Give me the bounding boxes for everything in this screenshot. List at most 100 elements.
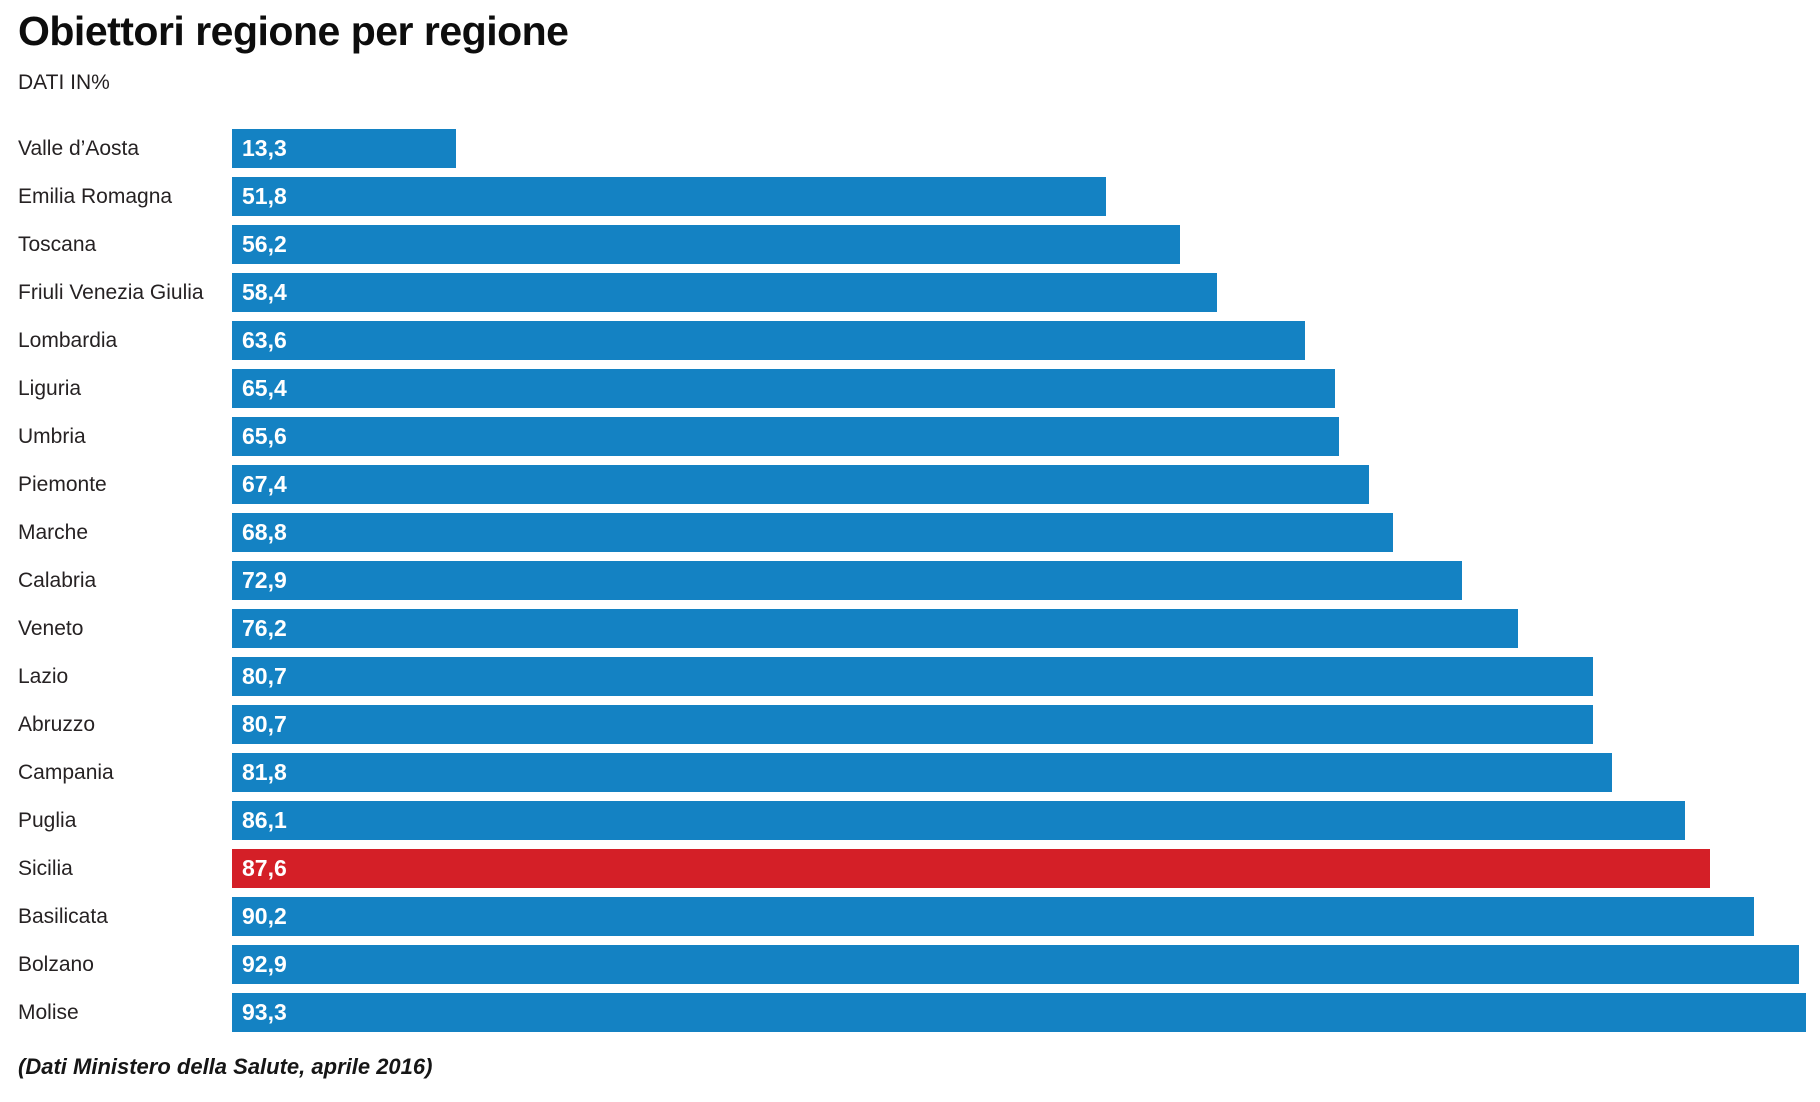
- value-bar: 76,2: [232, 609, 1518, 649]
- bar-value-label: 81,8: [242, 759, 287, 786]
- value-bar: 90,2: [232, 897, 1754, 937]
- page-title: Obiettori regione per regione: [18, 8, 569, 54]
- bar-track: 76,2: [232, 609, 1806, 649]
- bar-track: 65,4: [232, 369, 1806, 409]
- chart-row: Molise 93,3: [18, 993, 1806, 1033]
- chart-row: Liguria 65,4: [18, 369, 1806, 409]
- region-label: Sicilia: [18, 856, 73, 880]
- chart-row: Toscana 56,2: [18, 225, 1806, 265]
- bar-value-label: 90,2: [242, 903, 287, 930]
- chart-row: Basilicata 90,2: [18, 897, 1806, 937]
- chart-row: Bolzano 92,9: [18, 945, 1806, 985]
- value-bar: 65,4: [232, 369, 1336, 409]
- chart-row: Valle d’Aosta 13,3: [18, 129, 1806, 169]
- chart-row: Veneto 76,2: [18, 609, 1806, 649]
- region-label: Molise: [18, 1000, 79, 1024]
- bar-track: 80,7: [232, 705, 1806, 745]
- region-label: Bolzano: [18, 952, 94, 976]
- value-bar: 56,2: [232, 225, 1181, 265]
- bar-track: 93,3: [232, 993, 1806, 1033]
- bar-track: 68,8: [232, 513, 1806, 553]
- value-bar: 67,4: [232, 465, 1370, 505]
- chart-row: Puglia 86,1: [18, 801, 1806, 841]
- value-bar: 72,9: [232, 561, 1462, 601]
- value-bar: 80,7: [232, 657, 1594, 697]
- bar-value-label: 65,4: [242, 375, 287, 402]
- value-bar: 13,3: [232, 129, 457, 169]
- chart-row: Umbria 65,6: [18, 417, 1806, 457]
- chart-row: Piemonte 67,4: [18, 465, 1806, 505]
- value-bar: 80,7: [232, 705, 1594, 745]
- value-bar: 81,8: [232, 753, 1612, 793]
- value-bar: 93,3: [232, 993, 1806, 1033]
- chart-row: Campania 81,8: [18, 753, 1806, 793]
- chart-subtitle: DATI IN%: [18, 71, 110, 95]
- region-label: Umbria: [18, 424, 86, 448]
- value-bar: 68,8: [232, 513, 1393, 553]
- bar-value-label: 58,4: [242, 279, 287, 306]
- region-label: Abruzzo: [18, 712, 96, 736]
- bar-track: 13,3: [232, 129, 1806, 169]
- bar-track: 90,2: [232, 897, 1806, 937]
- chart-row: Lazio 80,7: [18, 657, 1806, 697]
- chart-row: Calabria 72,9: [18, 561, 1806, 601]
- bar-value-label: 86,1: [242, 807, 287, 834]
- bar-value-label: 56,2: [242, 231, 287, 258]
- chart-row: Marche 68,8: [18, 513, 1806, 553]
- bar-value-label: 93,3: [242, 999, 287, 1026]
- region-label: Piemonte: [18, 472, 107, 496]
- chart-row: Emilia Romagna 51,8: [18, 177, 1806, 217]
- value-bar: 51,8: [232, 177, 1106, 217]
- bar-value-label: 72,9: [242, 567, 287, 594]
- region-label: Emilia Romagna: [18, 184, 173, 208]
- chart-row: Friuli Venezia Giulia 58,4: [18, 273, 1806, 313]
- region-label: Lombardia: [18, 328, 118, 352]
- value-bar: 86,1: [232, 801, 1685, 841]
- region-label: Liguria: [18, 376, 82, 400]
- region-label: Valle d’Aosta: [18, 136, 140, 160]
- chart: Valle d’Aosta 13,3 Emilia Romagna 51,8 T…: [18, 129, 1806, 1033]
- region-label: Marche: [18, 520, 89, 544]
- value-bar: 87,6: [232, 849, 1710, 889]
- bar-track: 56,2: [232, 225, 1806, 265]
- value-bar: 58,4: [232, 273, 1218, 313]
- bar-value-label: 76,2: [242, 615, 287, 642]
- bar-value-label: 63,6: [242, 327, 287, 354]
- bar-value-label: 51,8: [242, 183, 287, 210]
- bar-track: 65,6: [232, 417, 1806, 457]
- bar-track: 72,9: [232, 561, 1806, 601]
- chart-row: Sicilia 87,6: [18, 849, 1806, 889]
- bar-track: 63,6: [232, 321, 1806, 361]
- bar-value-label: 87,6: [242, 855, 287, 882]
- bar-track: 87,6: [232, 849, 1806, 889]
- bar-value-label: 67,4: [242, 471, 287, 498]
- bar-value-label: 80,7: [242, 663, 287, 690]
- region-label: Lazio: [18, 664, 69, 688]
- bar-track: 81,8: [232, 753, 1806, 793]
- value-bar: 92,9: [232, 945, 1800, 985]
- region-label: Basilicata: [18, 904, 108, 928]
- bar-track: 58,4: [232, 273, 1806, 313]
- region-label: Calabria: [18, 568, 97, 592]
- source-note: (Dati Ministero della Salute, aprile 201…: [18, 1054, 433, 1080]
- region-label: Toscana: [18, 232, 97, 256]
- region-label: Friuli Venezia Giulia: [18, 280, 204, 304]
- bar-value-label: 13,3: [242, 135, 287, 162]
- chart-row: Abruzzo 80,7: [18, 705, 1806, 745]
- bar-value-label: 68,8: [242, 519, 287, 546]
- bar-track: 67,4: [232, 465, 1806, 505]
- value-bar: 65,6: [232, 417, 1339, 457]
- bar-track: 80,7: [232, 657, 1806, 697]
- bar-track: 86,1: [232, 801, 1806, 841]
- bar-value-label: 80,7: [242, 711, 287, 738]
- bar-track: 51,8: [232, 177, 1806, 217]
- chart-row: Lombardia 63,6: [18, 321, 1806, 361]
- bar-value-label: 92,9: [242, 951, 287, 978]
- region-label: Campania: [18, 760, 114, 784]
- region-label: Puglia: [18, 808, 77, 832]
- region-label: Veneto: [18, 616, 84, 640]
- value-bar: 63,6: [232, 321, 1305, 361]
- bar-track: 92,9: [232, 945, 1806, 985]
- bar-value-label: 65,6: [242, 423, 287, 450]
